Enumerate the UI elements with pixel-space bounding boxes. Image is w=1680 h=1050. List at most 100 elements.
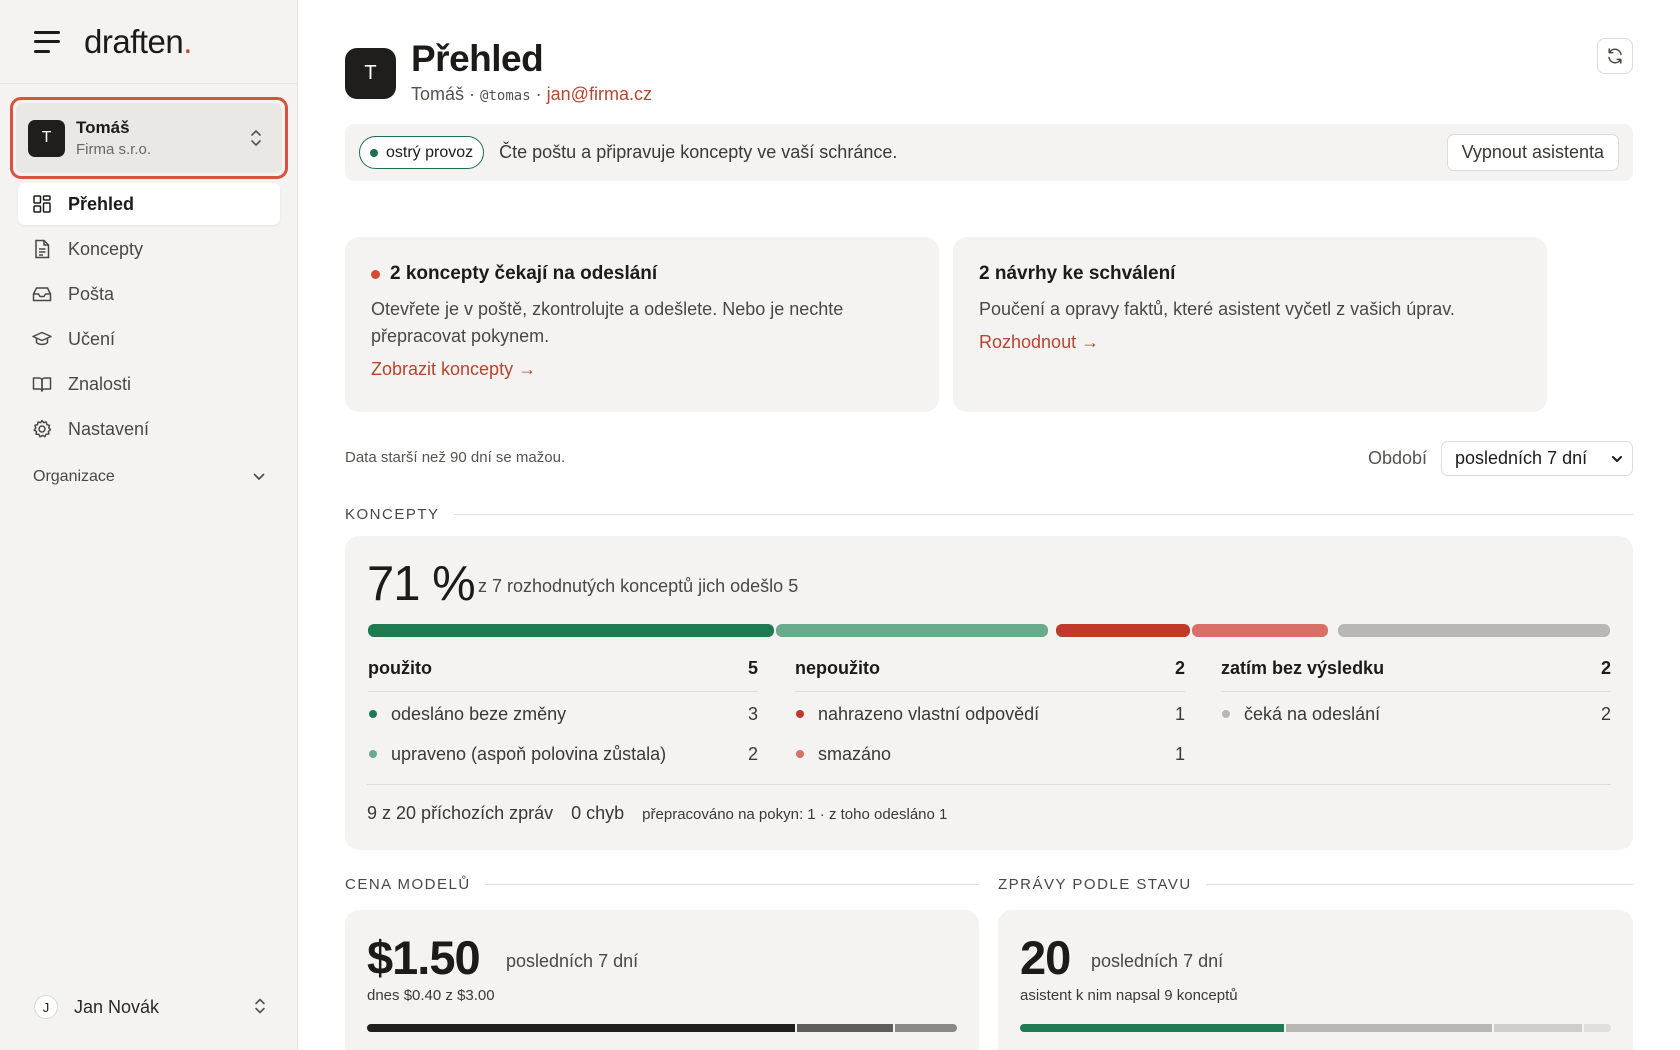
- legend-dot: [369, 750, 377, 758]
- sidebar-item-nastaveni[interactable]: Nastavení: [18, 408, 280, 450]
- bar-segment-replaced: [1056, 624, 1190, 637]
- user-menu[interactable]: J Jan Novák: [34, 995, 266, 1019]
- user-handle: @tomas: [480, 88, 531, 104]
- cost-bar-segment: [367, 1024, 795, 1032]
- column-title: nepoužito: [795, 658, 880, 678]
- book-icon: [32, 374, 52, 394]
- org-switcher-name: Tomáš: [76, 118, 130, 137]
- outcome-column-used: použito 5 odesláno beze změny 3 upraveno (…: [368, 658, 758, 772]
- alert-title: 2 koncepty čekají na odeslání: [390, 263, 658, 284]
- proposals-card: 2 návrhy ke schválení Poučení a opravy f…: [953, 237, 1547, 412]
- drafts-metric-card: [345, 536, 1633, 850]
- user-avatar: J: [34, 995, 58, 1019]
- menu-icon[interactable]: [34, 30, 60, 53]
- status-badge: ostrý provoz: [359, 136, 485, 169]
- decide-link[interactable]: Rozhodnout →: [979, 332, 1100, 352]
- page-subtitle: Tomáš · @tomas · jan@firma.cz: [411, 84, 652, 104]
- organization-section-label: Organizace: [33, 468, 115, 485]
- period-select[interactable]: posledních 7 dní: [1441, 441, 1633, 476]
- outcome-row: nahrazeno vlastní odpovědí 1: [795, 696, 1185, 732]
- model-cost-period: posledních 7 dní: [506, 951, 639, 971]
- drafts-footer: 9 z 20 příchozích zpráv 0 chyb přepracov…: [367, 784, 1611, 824]
- page-avatar: T: [345, 48, 396, 99]
- sidebar-item-uceni[interactable]: Učení: [18, 318, 280, 360]
- user-email-link[interactable]: jan@firma.cz: [546, 84, 652, 104]
- incoming-count: 9: [367, 803, 378, 823]
- outcome-column-unused: nepoužito 2 nahrazeno vlastní odpovědí 1 s…: [795, 658, 1185, 772]
- messages-period: posledních 7 dní: [1091, 951, 1224, 971]
- org-switcher-company: Firma s.r.o.: [76, 141, 152, 158]
- sidebar-nav: Přehled Koncepty Pošta Učení Znalosti Na…: [18, 183, 280, 453]
- sidebar-item-posta[interactable]: Pošta: [18, 273, 280, 315]
- outcome-row: smazáno 1: [795, 736, 1185, 772]
- alert-dot-icon: [371, 269, 380, 279]
- main-content: T Přehled Tomáš · @tomas · jan@firma.cz …: [345, 0, 1633, 1050]
- organization-section-toggle[interactable]: Organizace: [33, 468, 265, 486]
- document-icon: [32, 239, 52, 259]
- legend-dot: [1222, 710, 1230, 718]
- chevron-down-icon: [253, 473, 265, 480]
- outcome-column-pending: zatím bez výsledku 2 čeká na odeslání 2: [1221, 658, 1611, 732]
- bar-segment-sent: [368, 624, 774, 637]
- org-avatar: T: [28, 119, 65, 157]
- graduation-cap-icon: [32, 329, 52, 349]
- messages-status-section-heading: ZPRÁVY PODLE STAVU: [998, 876, 1633, 893]
- status-bar-segment: [1584, 1024, 1611, 1032]
- chevron-updown-icon: [251, 130, 261, 146]
- bar-segment-edited: [776, 624, 1048, 637]
- messages-note: asistent k nim napsal 9 konceptů: [1020, 987, 1238, 1004]
- sidebar-item-znalosti[interactable]: Znalosti: [18, 363, 280, 405]
- status-text: Čte poštu a připravuje koncepty ve vaší …: [499, 142, 898, 162]
- column-title: použito: [368, 658, 432, 678]
- cost-bar-segment: [797, 1024, 893, 1032]
- bar-segment-waiting: [1338, 624, 1610, 637]
- model-cost-value: $1.50: [367, 931, 481, 984]
- org-switcher-highlight: [10, 97, 288, 179]
- sidebar-item-label: Pošta: [68, 283, 115, 304]
- sidebar-item-label: Nastavení: [68, 418, 150, 439]
- show-drafts-link[interactable]: Zobrazit koncepty →: [371, 359, 537, 379]
- legend-dot: [796, 710, 804, 718]
- outcome-row: upraveno (aspoň polovina zůstala) 2: [368, 736, 758, 772]
- status-bar-segment: [1020, 1024, 1284, 1032]
- page-title: Přehled: [411, 38, 544, 79]
- column-total: 2: [1174, 658, 1185, 678]
- sidebar-item-koncepty[interactable]: Koncepty: [18, 228, 280, 270]
- cost-bar-segment: [895, 1024, 957, 1032]
- alert-title: 2 návrhy ke schválení: [979, 263, 1176, 284]
- outcome-row: čeká na odeslání 2: [1221, 696, 1611, 732]
- retention-note: Data starší než 90 dní se mažou.: [345, 449, 566, 466]
- model-cost-today: dnes $0.40 z $3.00: [367, 987, 495, 1004]
- errors-count: 0 chyb: [571, 803, 625, 823]
- drafts-summary: z 7 rozhodnutých konceptů jich odešlo 5: [478, 576, 799, 596]
- status-bar-segment: [1286, 1024, 1492, 1032]
- outcome-row: odesláno beze změny 3: [368, 696, 758, 732]
- gear-icon: [32, 419, 52, 439]
- alert-body: Otevřete je v poště, zkontrolujte a odeš…: [371, 299, 844, 346]
- sidebar-item-label: Přehled: [68, 193, 135, 214]
- sidebar-item-label: Znalosti: [68, 373, 132, 394]
- rework-info: přepracováno na pokyn: 1 · z toho odeslá…: [642, 806, 948, 823]
- bar-segment-deleted: [1192, 624, 1328, 637]
- live-dot-icon: [370, 148, 378, 157]
- messages-count: 20: [1020, 931, 1071, 984]
- refresh-icon: [1608, 48, 1622, 64]
- logo[interactable]: draften.: [84, 22, 192, 60]
- column-total: 5: [747, 658, 758, 678]
- user-display-name: Tomáš: [411, 84, 465, 104]
- org-switcher[interactable]: T Tomáš Firma s.r.o.: [16, 103, 282, 173]
- chevron-down-icon: [1612, 456, 1622, 462]
- sidebar-item-prehled[interactable]: Přehled: [18, 183, 280, 225]
- status-bar-segment: [1494, 1024, 1582, 1032]
- disable-assistant-button[interactable]: Vypnout asistenta: [1446, 134, 1619, 171]
- column-total: 2: [1600, 658, 1611, 678]
- sidebar: draften. T Tomáš Firma s.r.o. Přehled Ko…: [0, 0, 298, 1050]
- legend-dot: [796, 750, 804, 758]
- chevron-updown-icon: [255, 998, 265, 1014]
- model-cost-section-heading: CENA MODELŮ: [345, 876, 979, 893]
- refresh-button[interactable]: [1597, 38, 1633, 74]
- drafts-section-heading: KONCEPTY: [345, 506, 1633, 523]
- sidebar-item-label: Koncepty: [68, 238, 144, 259]
- incoming-text: z 20 příchozích zpráv: [382, 803, 554, 823]
- legend-dot: [369, 710, 377, 718]
